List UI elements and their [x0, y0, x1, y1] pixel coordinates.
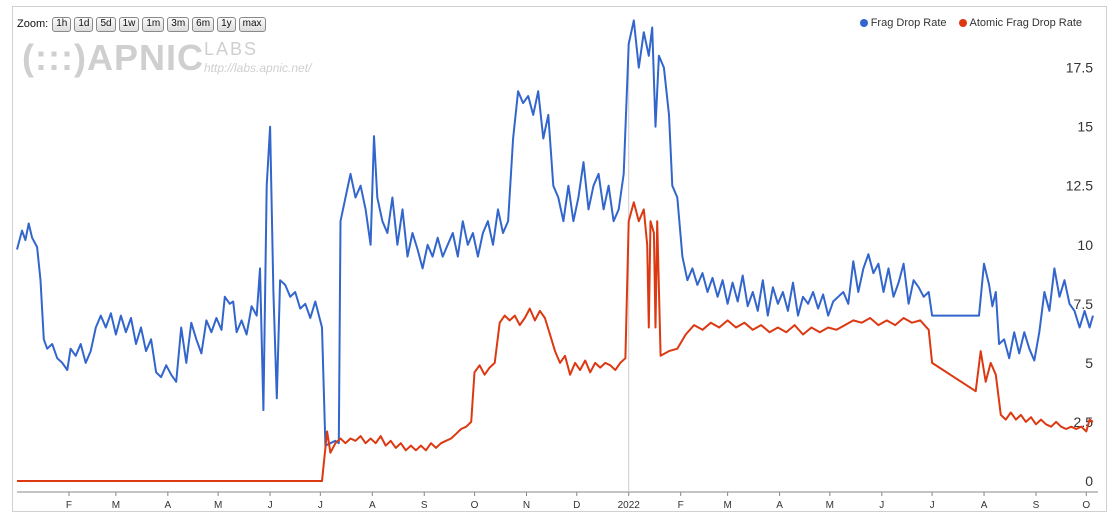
zoom-bar: Zoom: 1h 1d 5d 1w 1m 3m 6m 1y max — [17, 16, 269, 32]
y-tick-label: 10 — [1077, 237, 1093, 253]
legend-dot-icon — [859, 19, 868, 27]
x-tick-label: A — [981, 500, 988, 511]
x-tick-label: M — [112, 500, 120, 511]
legend-label: Atomic Frag Drop Rate — [969, 17, 1082, 29]
zoom-max-button[interactable]: max — [238, 16, 266, 32]
zoom-5d-button[interactable]: 5d — [96, 16, 116, 32]
chart-legend: Frag Drop Rate Atomic Frag Drop Rate — [848, 17, 1082, 29]
x-tick-label: M — [826, 500, 834, 511]
x-tick-label: F — [678, 500, 684, 511]
x-tick-label: N — [523, 500, 530, 511]
legend-item-atomic-frag-drop-rate[interactable]: Atomic Frag Drop Rate — [958, 17, 1082, 29]
y-tick-label: 7.5 — [1074, 296, 1094, 312]
y-tick-label: 15 — [1077, 119, 1093, 135]
x-tick-label: F — [66, 500, 72, 511]
x-tick-label: J — [268, 500, 273, 511]
x-tick-label: A — [369, 500, 376, 511]
zoom-1m-button[interactable]: 1m — [142, 16, 165, 32]
x-tick-label: J — [930, 500, 935, 511]
x-tick-label: O — [471, 500, 479, 511]
zoom-3m-button[interactable]: 3m — [167, 16, 190, 32]
x-tick-label: J — [318, 500, 323, 511]
x-tick-label: 2022 — [618, 500, 641, 511]
zoom-6m-button[interactable]: 6m — [192, 16, 215, 32]
zoom-label: Zoom: — [17, 18, 49, 30]
x-tick-label: M — [214, 500, 222, 511]
y-tick-label: 12.5 — [1066, 178, 1093, 194]
x-tick-label: J — [879, 500, 884, 511]
zoom-1w-button[interactable]: 1w — [118, 16, 140, 32]
x-tick-label: M — [723, 500, 731, 511]
zoom-1d-button[interactable]: 1d — [74, 16, 94, 32]
x-tick-label: S — [1033, 500, 1040, 511]
y-tick-label: 0 — [1085, 473, 1093, 489]
x-tick-label: D — [573, 500, 580, 511]
series-line-frag-drop-rate[interactable] — [16, 19, 1094, 447]
chart-frame — [12, 6, 1107, 512]
x-tick-label: A — [165, 500, 172, 511]
series-line-atomic-frag-drop-rate[interactable] — [17, 201, 1094, 482]
y-tick-label: 17.5 — [1066, 60, 1093, 76]
zoom-1h-button[interactable]: 1h — [52, 16, 72, 32]
x-tick-label: S — [421, 500, 428, 511]
x-tick-label: A — [776, 500, 783, 511]
legend-dot-icon — [958, 19, 967, 27]
zoom-1y-button[interactable]: 1y — [217, 16, 236, 32]
legend-item-frag-drop-rate[interactable]: Frag Drop Rate — [859, 17, 947, 29]
legend-label: Frag Drop Rate — [870, 17, 947, 29]
x-tick-label: O — [1082, 500, 1090, 511]
y-tick-label: 5 — [1085, 355, 1093, 371]
